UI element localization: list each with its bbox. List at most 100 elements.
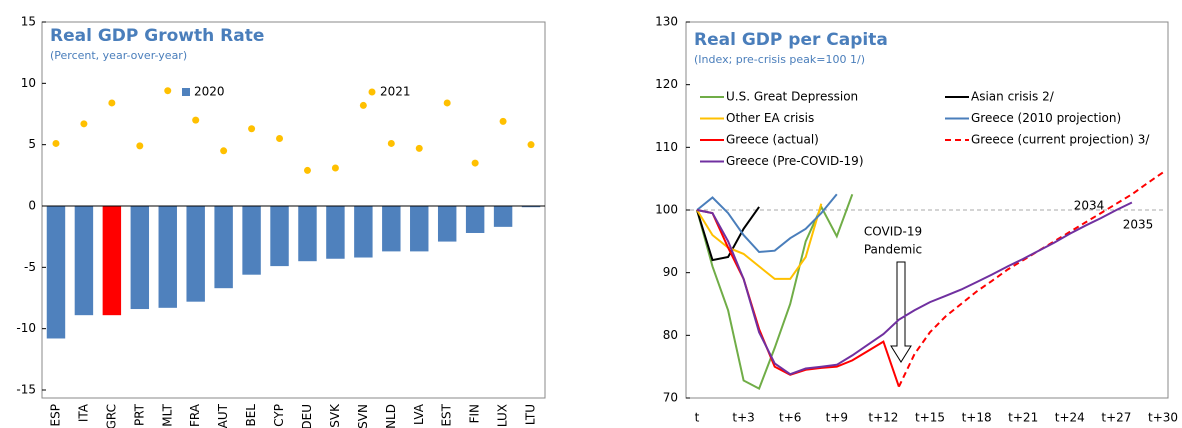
y-tick-label: 15 bbox=[21, 15, 36, 29]
annotation: 2035 bbox=[1123, 218, 1154, 232]
y-tick-label: 90 bbox=[663, 265, 678, 279]
dot bbox=[80, 120, 88, 128]
bar bbox=[186, 206, 205, 302]
y-tick-label: -15 bbox=[16, 383, 36, 397]
bar bbox=[382, 206, 401, 252]
x-tick-label: MLT bbox=[160, 403, 174, 426]
dot bbox=[52, 139, 60, 147]
dot bbox=[220, 147, 228, 155]
x-tick-label: EST bbox=[440, 403, 454, 426]
x-tick-label: t+18 bbox=[962, 411, 992, 425]
line bbox=[897, 171, 1164, 388]
x-tick-label: CYP bbox=[272, 404, 286, 427]
x-tick-label: LTU bbox=[524, 404, 538, 425]
legend-label: 2020 bbox=[194, 85, 225, 99]
legend-label: Other EA crisis bbox=[726, 111, 814, 125]
x-tick-label: BEL bbox=[244, 404, 258, 427]
y-tick-label: 10 bbox=[21, 76, 36, 90]
dot bbox=[164, 87, 172, 95]
x-tick-label: t+6 bbox=[779, 411, 801, 425]
x-tick-label: SVK bbox=[328, 403, 342, 428]
x-tick-label: NLD bbox=[384, 404, 398, 428]
y-tick-label: 0 bbox=[28, 199, 36, 213]
x-tick-label: t+21 bbox=[1008, 411, 1038, 425]
chart-title: Real GDP per Capita bbox=[694, 30, 888, 50]
frame-left bbox=[41, 21, 546, 399]
legend-label: Asian crisis 2/ bbox=[971, 90, 1055, 104]
dot bbox=[248, 125, 256, 133]
x-tick-label: t+3 bbox=[732, 411, 754, 425]
bar bbox=[410, 206, 429, 252]
x-tick-label: t+9 bbox=[826, 411, 848, 425]
dot bbox=[331, 164, 339, 172]
x-tick-label: FIN bbox=[468, 404, 482, 423]
bar bbox=[102, 206, 122, 316]
bar bbox=[521, 206, 541, 208]
annotation: COVID-19 bbox=[864, 225, 922, 239]
line bbox=[696, 193, 838, 254]
x-tick-label: DEU bbox=[300, 404, 314, 428]
dot bbox=[303, 166, 311, 174]
y-tick-label: 80 bbox=[663, 328, 678, 342]
x-tick-label: AUT bbox=[216, 403, 230, 428]
bar bbox=[270, 206, 289, 267]
line bbox=[696, 193, 854, 391]
x-tick-label: LUX bbox=[496, 404, 510, 427]
chart-subtitle: (Percent, year-over-year) bbox=[50, 49, 187, 62]
dot bbox=[443, 99, 451, 107]
bar bbox=[354, 206, 373, 258]
legend-swatch bbox=[182, 88, 190, 96]
dot bbox=[136, 142, 144, 150]
legend-label: Greece (current projection) 3/ bbox=[971, 133, 1150, 147]
x-tick-label: t+15 bbox=[915, 411, 945, 425]
annotation: 2034 bbox=[1074, 199, 1105, 213]
y-tick-label: -10 bbox=[16, 321, 36, 335]
x-tick-label: FRA bbox=[188, 403, 202, 427]
y-tick-label: -5 bbox=[24, 260, 36, 274]
x-tick-label: PRT bbox=[132, 403, 146, 426]
x-tick-label: t+12 bbox=[868, 411, 898, 425]
bar bbox=[158, 206, 177, 308]
x-tick-label: t+27 bbox=[1101, 411, 1131, 425]
bar bbox=[493, 206, 513, 227]
bar bbox=[242, 206, 261, 275]
dot bbox=[415, 144, 423, 152]
bar bbox=[437, 206, 457, 242]
dot bbox=[192, 116, 200, 124]
bar bbox=[74, 206, 94, 316]
legend-swatch bbox=[368, 88, 376, 96]
y-tick-label: 70 bbox=[663, 391, 678, 405]
bar bbox=[130, 206, 150, 310]
arrow bbox=[890, 261, 912, 363]
bar bbox=[465, 206, 485, 233]
bar bbox=[46, 206, 66, 339]
legend-label: Greece (2010 projection) bbox=[971, 111, 1121, 125]
x-tick-label: GRC bbox=[104, 404, 118, 428]
bar bbox=[298, 206, 317, 262]
line bbox=[696, 203, 823, 280]
legend-label: Greece (actual) bbox=[726, 133, 819, 147]
chart-title: Real GDP Growth Rate bbox=[50, 26, 264, 46]
line bbox=[696, 206, 760, 262]
y-tick-label: 100 bbox=[655, 203, 678, 217]
line bbox=[696, 201, 1133, 376]
x-tick-label: t+30 bbox=[1148, 411, 1178, 425]
x-tick-label: LVA bbox=[412, 403, 426, 425]
x-tick-label: t bbox=[695, 411, 700, 425]
dot bbox=[499, 117, 507, 125]
x-tick-label: ESP bbox=[48, 404, 62, 426]
y-tick-label: 120 bbox=[655, 77, 678, 91]
x-tick-label: SVN bbox=[356, 404, 370, 428]
legend-label: U.S. Great Depression bbox=[726, 90, 858, 104]
x-tick-label: ITA bbox=[76, 403, 90, 422]
y-tick-label: 5 bbox=[28, 137, 36, 151]
legend-label: 2021 bbox=[380, 85, 411, 99]
y-tick-label: 130 bbox=[655, 15, 678, 29]
dot bbox=[471, 159, 479, 167]
legend-label: Greece (Pre-COVID-19) bbox=[726, 154, 864, 168]
bar bbox=[214, 206, 233, 289]
y-tick-label: 110 bbox=[655, 140, 678, 154]
dot bbox=[359, 101, 367, 109]
annotation: Pandemic bbox=[864, 243, 922, 257]
